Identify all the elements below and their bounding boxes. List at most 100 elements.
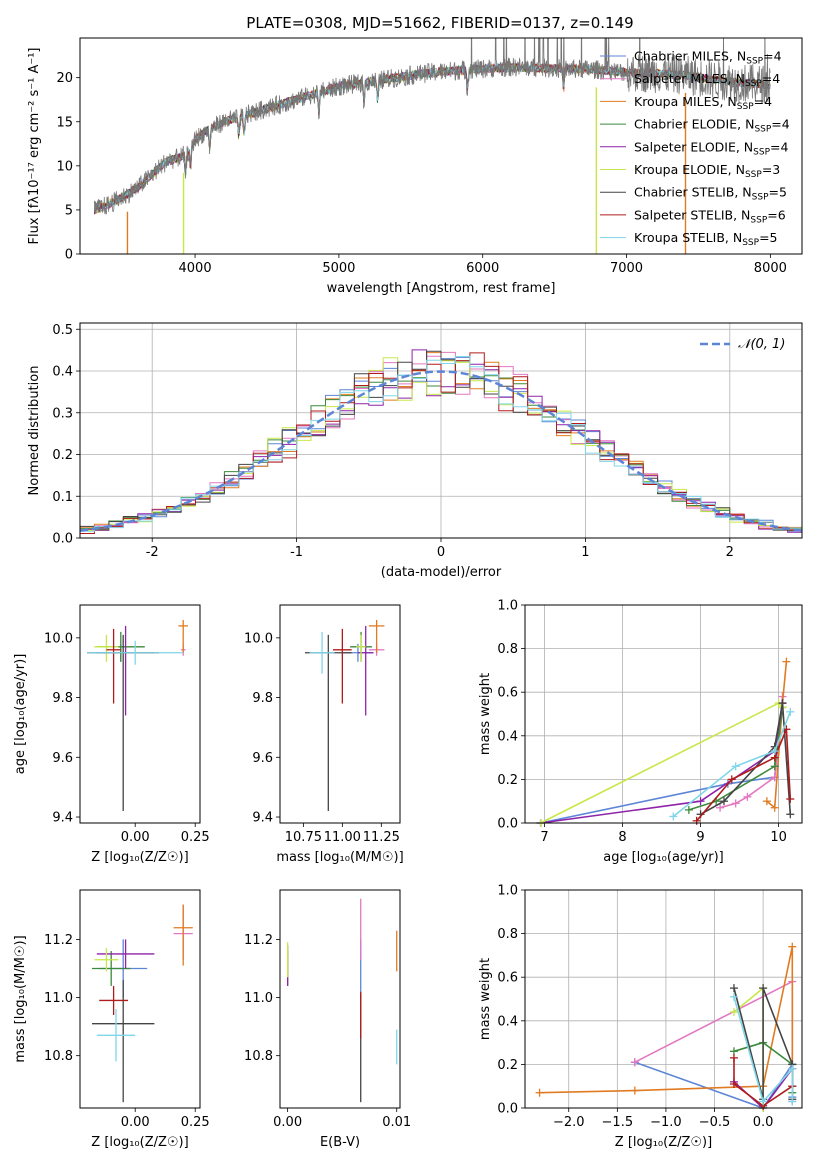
legend-entry-tail: =4 — [762, 71, 780, 86]
legend-entry-sub: SSP — [745, 79, 762, 89]
legend-entry-tail: =6 — [767, 207, 785, 222]
legend-entry: 𝒩(0, 1) — [738, 337, 785, 352]
observed-spectrum-line — [94, 38, 771, 215]
x-axis-label: (data-model)/error — [381, 565, 502, 580]
legend-entry-sub: SSP — [754, 125, 771, 135]
x-tick-label: 11.25 — [363, 830, 400, 845]
y-tick-label: 9.6 — [252, 751, 273, 766]
y-tick-label: 9.4 — [52, 811, 73, 826]
axes-frame — [79, 604, 201, 824]
legend-entry-sub: SSP — [753, 147, 770, 157]
y-tick-label: 0.2 — [497, 773, 518, 788]
y-tick-label: 0.3 — [52, 406, 73, 421]
weight-line — [733, 996, 794, 1104]
y-tick-label: 0.5 — [52, 323, 73, 338]
axes-frame — [79, 322, 803, 539]
legend-entry-sub: SSP — [742, 238, 759, 248]
y-tick-label: 20 — [56, 71, 73, 86]
x-tick-label: 4000 — [179, 261, 212, 276]
legend-entry-name: Salpeter ELODIE, N — [634, 139, 753, 154]
y-tick-label: 9.8 — [252, 691, 273, 706]
legend-entry-name: Salpeter MILES, N — [634, 71, 745, 86]
legend-entry: Salpeter MILES, NSSP=4 — [634, 71, 780, 89]
legend-entry-name: Chabrier MILES, N — [634, 49, 746, 64]
x-tick-label: -1 — [290, 545, 303, 560]
x-tick-label: 9 — [696, 830, 704, 845]
legend-entry: Salpeter ELODIE, NSSP=4 — [634, 139, 789, 157]
legend-entry-tail: =4 — [771, 117, 789, 132]
y-tick-label: 0.8 — [497, 642, 518, 657]
y-axis-label: mass weight — [478, 958, 493, 1040]
legend-entry-sub: SSP — [750, 215, 767, 225]
age-vs-mass-panel: 10.75 11.00 11.25 9.4 9.6 9.8 10.0 mass [log₁₀(… — [244, 604, 404, 865]
x-tick-label: 5000 — [322, 261, 355, 276]
legend-entry-tail: =5 — [769, 185, 787, 200]
axes-frame — [524, 604, 803, 824]
y-tick-label: 9.4 — [252, 811, 273, 826]
x-tick-label: 7000 — [610, 261, 643, 276]
x-tick-label: -2 — [146, 545, 159, 560]
weight-vs-Z-panel: −2.0 −1.5 −1.0 −0.5 0.0 0.0 0.2 0.4 0.6 0.8 1.0 Z [… — [478, 884, 803, 1150]
y-tick-label: 0.2 — [52, 448, 73, 463]
x-axis-label: E(B-V) — [320, 1135, 360, 1150]
x-axis-label: Z [log₁₀(Z/Z☉)] — [91, 850, 188, 865]
y-tick-label: 9.6 — [52, 751, 73, 766]
weight-vs-age-panel: 7 8 9 10 0.0 0.2 0.4 0.6 0.8 1.0 age [log₁₀(age/yr… — [478, 599, 803, 865]
y-tick-label: 11.0 — [44, 991, 73, 1006]
gaussian-reference-curve — [79, 370, 803, 532]
x-tick-label: 11.00 — [324, 830, 361, 845]
legend-entry: Kroupa MILES, NSSP=4 — [634, 94, 772, 112]
legend-entry-sub: SSP — [737, 102, 754, 112]
legend-entry-tail: =4 — [763, 49, 781, 64]
y-axis-label: age [log₁₀(age/yr)] — [13, 654, 28, 775]
x-tick-label: 8000 — [754, 261, 787, 276]
mass-vs-EBV-panel: 0.00 0.01 10.8 11.0 11.2 E(B-V) — [244, 889, 411, 1150]
legend-entry: Chabrier STELIB, NSSP=5 — [634, 185, 787, 203]
legend-entry-name: Chabrier ELODIE, N — [634, 117, 754, 132]
y-axis-label: mass [log₁₀(M/M☉)] — [13, 935, 28, 1062]
y-tick-label: 0.8 — [497, 927, 518, 942]
x-tick-label: 7 — [540, 830, 548, 845]
y-axis-label: mass weight — [478, 673, 493, 755]
x-axis-label: wavelength [Angstrom, rest frame] — [327, 281, 556, 296]
legend-entry-tail: =3 — [762, 162, 780, 177]
y-tick-label: 0.2 — [497, 1058, 518, 1073]
y-tick-label: 10.8 — [244, 1049, 273, 1064]
legend-entry-name: Salpeter STELIB, N — [634, 207, 750, 222]
x-tick-label: 0.00 — [121, 1115, 150, 1130]
axes-frame — [79, 889, 201, 1109]
x-tick-label: 0 — [437, 545, 445, 560]
x-axis-label: Z [log₁₀(Z/Z☉)] — [91, 1135, 188, 1150]
legend-entry-sub: SSP — [745, 170, 762, 180]
y-tick-label: 0.4 — [497, 1014, 518, 1029]
x-tick-label: 10.75 — [285, 830, 322, 845]
y-tick-label: 0.6 — [497, 971, 518, 986]
weight-line — [634, 980, 794, 1102]
x-axis-label: Z [log₁₀(Z/Z☉)] — [615, 1135, 712, 1150]
x-tick-label: 1 — [581, 545, 589, 560]
legend-entry-tail: =4 — [770, 139, 788, 154]
y-tick-label: 10 — [56, 159, 73, 174]
x-tick-label: −1.5 — [602, 1115, 634, 1130]
y-tick-label: 1.0 — [497, 599, 518, 614]
mass-vs-Z-panel: 0.00 0.25 10.8 11.0 11.2 Z [log₁₀(Z/Z☉)] mass … — [13, 889, 210, 1150]
y-tick-label: 11.0 — [244, 991, 273, 1006]
legend-entry: Chabrier ELODIE, NSSP=4 — [634, 117, 790, 135]
legend-entry-sub: SSP — [746, 57, 763, 67]
legend-entry: Salpeter STELIB, NSSP=6 — [634, 207, 786, 225]
legend-entry-tail: =4 — [754, 94, 772, 109]
weight-line — [688, 707, 784, 811]
y-tick-label: 0 — [65, 248, 73, 263]
y-tick-label: 1.0 — [497, 884, 518, 899]
y-tick-label: 0.4 — [497, 729, 518, 744]
weight-line — [766, 661, 788, 810]
y-tick-label: 0.0 — [497, 817, 518, 832]
y-axis-label: Flux [fλ10⁻¹⁷ erg cm⁻² s⁻¹ A⁻¹] — [27, 48, 42, 245]
y-tick-label: 10.0 — [244, 631, 273, 646]
x-tick-label: 0.25 — [181, 1115, 210, 1130]
x-tick-label: 0.00 — [121, 830, 150, 845]
x-axis-label: age [log₁₀(age/yr)] — [603, 850, 724, 865]
y-tick-label: 0.6 — [497, 686, 518, 701]
y-tick-label: 9.8 — [52, 691, 73, 706]
